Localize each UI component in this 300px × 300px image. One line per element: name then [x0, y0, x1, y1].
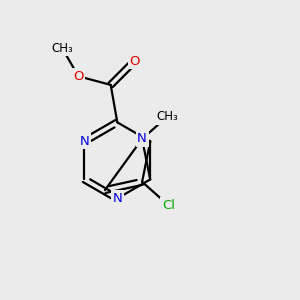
Text: O: O [129, 55, 140, 68]
Text: N: N [80, 135, 89, 148]
Text: Cl: Cl [162, 199, 175, 212]
Text: O: O [73, 70, 84, 83]
Text: N: N [137, 132, 147, 146]
Text: CH₃: CH₃ [156, 110, 178, 123]
Text: CH₃: CH₃ [51, 42, 73, 55]
Text: N: N [112, 192, 122, 205]
